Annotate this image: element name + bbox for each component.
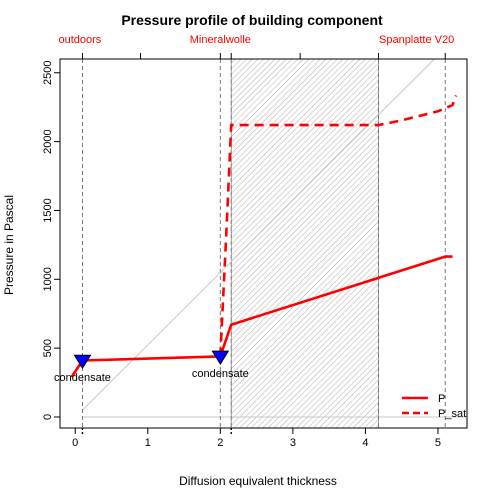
plot-frame bbox=[59, 58, 468, 429]
layer-label: Mineralwolle bbox=[190, 34, 251, 46]
diagonal-reference-line bbox=[82, 59, 435, 411]
legend-entry-p-sat: P_sat bbox=[438, 408, 466, 420]
x-tick-label: 5 bbox=[435, 437, 441, 449]
y-tick-label: 1500 bbox=[42, 198, 54, 222]
condensate-marker-icon bbox=[211, 350, 230, 366]
x-tick-label: 1 bbox=[145, 437, 151, 449]
y-tick-label: 2500 bbox=[42, 61, 54, 85]
y-tick-label: 500 bbox=[42, 339, 54, 357]
condensate-marker-icon bbox=[73, 354, 92, 370]
hatched-layer-region bbox=[230, 59, 379, 428]
y-tick-label: 0 bbox=[42, 414, 54, 420]
plot-inner bbox=[70, 59, 467, 428]
x-tick-label: 4 bbox=[362, 437, 368, 449]
layer-label: Spanplatte V20 bbox=[379, 34, 454, 46]
condensate-label: condensate bbox=[192, 368, 249, 380]
series-line-p-sat bbox=[219, 95, 458, 357]
y-tick-label: 2000 bbox=[42, 129, 54, 153]
chart-title: Pressure profile of building component bbox=[121, 12, 383, 28]
plot-area: condensate condensate 0 1 2 3 4 5 0 500 1000 1500 20… bbox=[42, 34, 468, 449]
x-tick-label: 3 bbox=[290, 437, 296, 449]
y-tick-label: 1000 bbox=[42, 267, 54, 291]
y-axis-label: Pressure in Pascal bbox=[2, 195, 16, 295]
x-tick-label: 2 bbox=[217, 437, 223, 449]
condensate-label: condensate bbox=[54, 372, 111, 384]
x-tick-label: 0 bbox=[72, 437, 78, 449]
legend-entry-p: P bbox=[438, 393, 445, 405]
x-axis-label: Diffusion equivalent thickness bbox=[179, 474, 337, 488]
layer-label: outdoors bbox=[58, 34, 101, 46]
